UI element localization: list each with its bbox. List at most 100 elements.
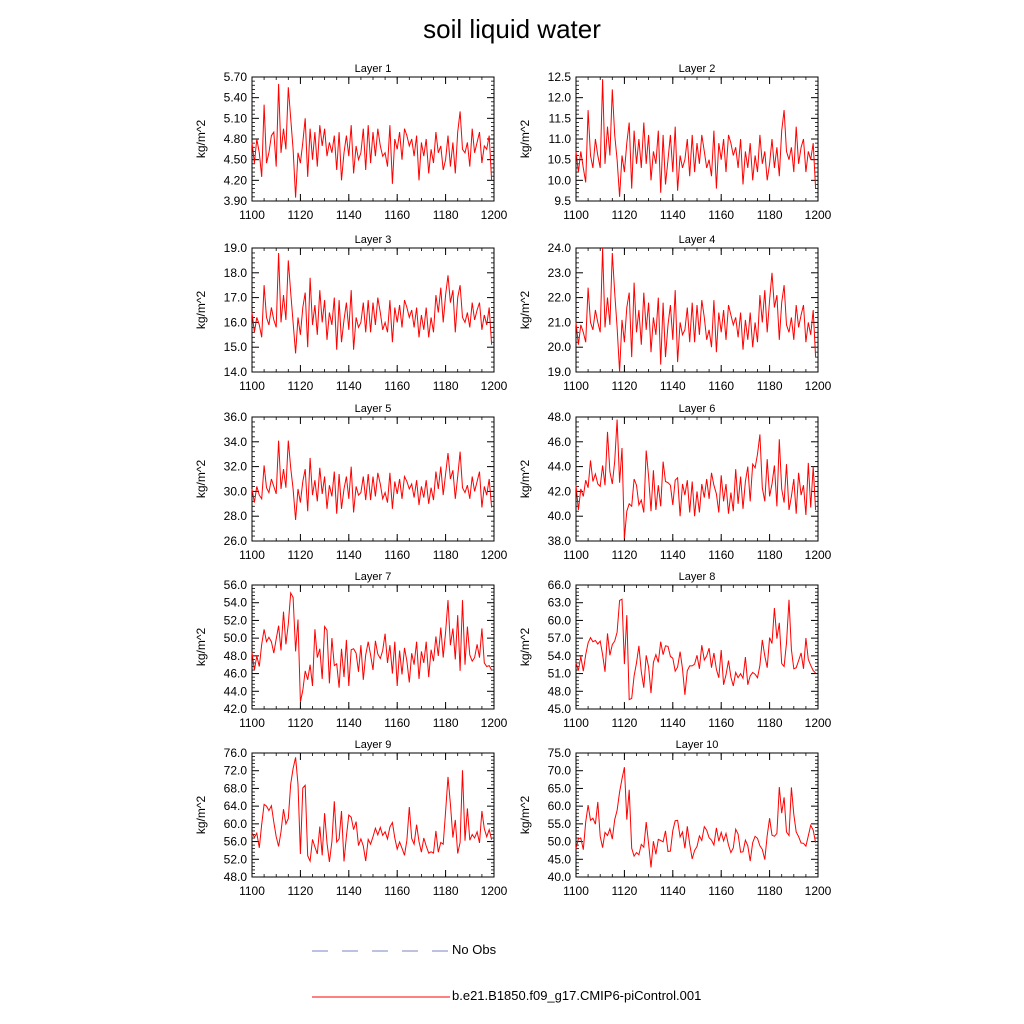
y-axis-label: kg/m^2 xyxy=(194,120,208,159)
y-tick-label: 17.0 xyxy=(224,291,248,305)
x-tick-label: 1120 xyxy=(287,716,313,730)
x-tick-label: 1100 xyxy=(563,548,589,562)
x-tick-label: 1120 xyxy=(611,208,637,222)
x-tick-label: 1200 xyxy=(805,548,832,562)
y-tick-label: 15.0 xyxy=(224,340,248,354)
x-tick-label: 1180 xyxy=(433,208,459,222)
y-axis-label: kg/m^2 xyxy=(194,291,208,330)
panel-title: Layer 1 xyxy=(355,63,392,75)
y-tick-label: 60.0 xyxy=(224,817,248,831)
panel-layer-2: Layer 2 1100 1120 1140 1160 1180 1200 9.5 10.0 10… xyxy=(518,63,832,222)
y-tick-label: 48.0 xyxy=(548,684,572,698)
y-tick-label: 48.0 xyxy=(224,649,248,663)
y-tick-label: 12.0 xyxy=(548,91,572,105)
y-axis-label: kg/m^2 xyxy=(194,796,208,835)
y-tick-label: 56.0 xyxy=(224,835,248,849)
x-tick-label: 1160 xyxy=(708,208,734,222)
x-tick-label: 1100 xyxy=(563,716,589,730)
x-tick-label: 1200 xyxy=(481,548,508,562)
x-tick-label: 1200 xyxy=(481,884,508,898)
x-tick-label: 1120 xyxy=(611,548,637,562)
legend-model-line xyxy=(312,996,450,997)
series-line xyxy=(251,252,493,354)
x-tick-label: 1200 xyxy=(805,884,832,898)
y-tick-label: 5.10 xyxy=(224,111,248,125)
x-tick-label: 1180 xyxy=(433,716,459,730)
x-tick-label: 1160 xyxy=(708,548,734,562)
panel-layer-6: Layer 6 1100 1120 1140 1160 1180 1200 38.0 40.0 4… xyxy=(518,403,832,562)
panel-title: Layer 9 xyxy=(355,739,392,751)
y-tick-label: 28.0 xyxy=(224,509,248,523)
series-line xyxy=(251,440,493,520)
y-tick-label: 65.0 xyxy=(548,781,572,795)
x-tick-label: 1160 xyxy=(384,716,410,730)
x-tick-label: 1180 xyxy=(757,379,783,393)
y-tick-label: 10.0 xyxy=(548,173,572,187)
y-tick-label: 66.0 xyxy=(548,578,572,592)
legend-no-obs-line xyxy=(312,950,450,951)
series-line xyxy=(575,79,817,197)
x-tick-label: 1160 xyxy=(708,884,734,898)
y-axis-label: kg/m^2 xyxy=(518,120,532,159)
x-tick-label: 1180 xyxy=(757,208,783,222)
y-axis-label: kg/m^2 xyxy=(518,460,532,499)
series-line xyxy=(251,83,493,198)
y-tick-label: 4.20 xyxy=(224,173,248,187)
panel-title: Layer 7 xyxy=(355,571,392,583)
x-tick-label: 1140 xyxy=(660,208,686,222)
y-tick-label: 72.0 xyxy=(224,764,248,778)
y-tick-label: 44.0 xyxy=(548,460,572,474)
y-tick-label: 57.0 xyxy=(548,631,572,645)
y-tick-label: 20.0 xyxy=(548,340,572,354)
y-tick-label: 48.0 xyxy=(224,870,248,884)
panel-layer-9: Layer 9 1100 1120 1140 1160 1180 1200 48.0 52.0 5… xyxy=(194,739,508,898)
y-tick-label: 55.0 xyxy=(548,817,572,831)
y-tick-label: 32.0 xyxy=(224,460,248,474)
y-tick-label: 52.0 xyxy=(224,613,248,627)
y-tick-label: 52.0 xyxy=(224,852,248,866)
series-line xyxy=(251,591,493,703)
x-tick-label: 1180 xyxy=(433,884,459,898)
y-tick-label: 56.0 xyxy=(224,578,248,592)
y-tick-label: 23.0 xyxy=(548,266,572,280)
x-tick-label: 1160 xyxy=(708,716,734,730)
x-tick-label: 1100 xyxy=(239,884,265,898)
panel-title: Layer 2 xyxy=(679,63,716,75)
x-tick-label: 1120 xyxy=(611,379,637,393)
y-tick-label: 54.0 xyxy=(224,596,248,610)
y-tick-label: 46.0 xyxy=(224,667,248,681)
x-tick-label: 1140 xyxy=(336,208,362,222)
y-tick-label: 46.0 xyxy=(548,435,572,449)
y-tick-label: 44.0 xyxy=(224,684,248,698)
x-tick-label: 1160 xyxy=(384,548,410,562)
y-tick-label: 42.0 xyxy=(224,702,248,716)
y-tick-label: 40.0 xyxy=(548,509,572,523)
y-tick-label: 11.5 xyxy=(549,111,572,125)
y-tick-label: 3.90 xyxy=(224,194,248,208)
x-tick-label: 1200 xyxy=(481,208,508,222)
plot-frame xyxy=(575,584,819,710)
x-tick-label: 1120 xyxy=(287,208,313,222)
panel-layer-5: Layer 5 1100 1120 1140 1160 1180 1200 26.0 28.0 3… xyxy=(194,403,508,562)
y-tick-label: 4.80 xyxy=(224,132,248,146)
y-tick-label: 50.0 xyxy=(548,835,572,849)
x-tick-label: 1160 xyxy=(384,379,410,393)
x-tick-label: 1140 xyxy=(336,379,362,393)
x-tick-label: 1180 xyxy=(757,548,783,562)
panel-title: Layer 4 xyxy=(679,234,716,246)
y-tick-label: 34.0 xyxy=(224,435,248,449)
plot-frame xyxy=(575,752,819,878)
x-tick-label: 1140 xyxy=(336,884,362,898)
panel-layer-7: Layer 7 1100 1120 1140 1160 1180 1200 42.0 44.0 4… xyxy=(194,571,508,730)
x-tick-label: 1100 xyxy=(239,208,265,222)
x-tick-label: 1200 xyxy=(481,716,508,730)
series-line xyxy=(575,598,816,701)
y-tick-label: 9.5 xyxy=(554,194,571,208)
x-tick-label: 1180 xyxy=(757,716,783,730)
y-tick-label: 45.0 xyxy=(548,702,572,716)
panel-title: Layer 6 xyxy=(679,403,716,415)
legend-model: b.e21.B1850.f09_g17.CMIP6-piControl.001 xyxy=(312,988,701,1003)
x-tick-label: 1140 xyxy=(660,716,686,730)
y-tick-label: 42.0 xyxy=(548,484,572,498)
panel-title: Layer 8 xyxy=(679,571,716,583)
